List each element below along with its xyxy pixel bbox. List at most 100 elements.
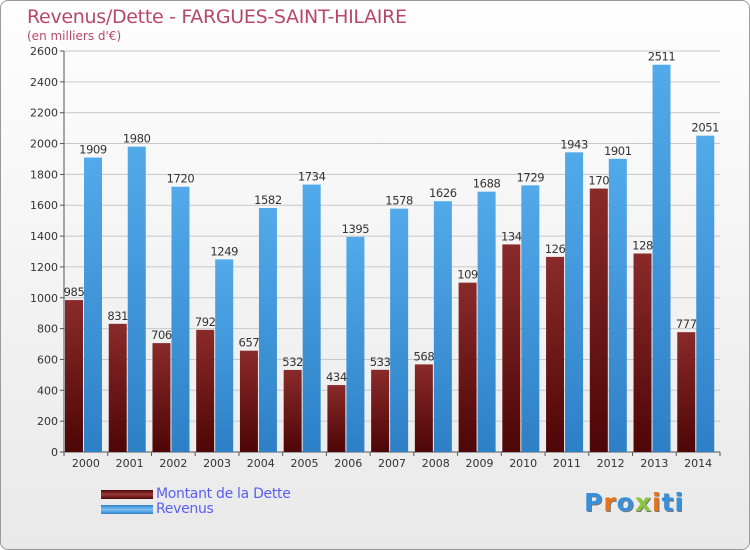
bar-dette (239, 350, 258, 452)
x-tick-label: 2000 (72, 457, 100, 470)
bar-dette-value-label: 533 (370, 355, 391, 369)
x-tick-label: 2010 (509, 457, 537, 470)
bar-dette-value-label: 985 (64, 285, 85, 299)
y-tick-label: 1600 (30, 199, 58, 212)
bar-revenus-value-label: 1582 (254, 193, 282, 207)
bar-dette (371, 369, 390, 452)
bar-revenus-value-label: 1943 (560, 137, 588, 151)
bar-revenus (696, 135, 715, 452)
bar-labels: 985 1909 831 1980 706 1720 792 1249 657 1582 532 17… (64, 50, 720, 384)
bar-dette-value-label: 532 (282, 355, 303, 369)
bar-revenus-value-label: 1980 (123, 132, 151, 146)
bar-dette-value-label: 568 (413, 349, 434, 363)
legend-label-dette: Montant de la Dette (156, 486, 291, 502)
bar-revenus-value-label: 1901 (604, 144, 632, 158)
bar-dette (152, 343, 171, 452)
bar-revenus-value-label: 1729 (516, 170, 544, 184)
bar-dette (458, 282, 477, 452)
y-tick-label: 2000 (30, 138, 58, 151)
bar-revenus-value-label: 1395 (342, 222, 370, 236)
bar-dette-value-label: 657 (239, 336, 260, 350)
bar-revenus (127, 146, 146, 452)
bar-revenus-value-label: 1626 (429, 186, 457, 200)
legend-label-revenus: Revenus (156, 501, 214, 517)
bar-dette (65, 300, 83, 452)
chart-subtitle: (en milliers d'€) (27, 29, 122, 43)
bar-revenus (390, 208, 409, 452)
bar-dette-value-label: 792 (195, 315, 216, 329)
bar-dette-value-label: 777 (676, 317, 697, 331)
bar-dette (327, 385, 346, 452)
chart-title: Revenus/Dette - FARGUES-SAINT-HILAIRE (27, 6, 407, 28)
bar-dette (633, 253, 652, 452)
bar-revenus (608, 158, 627, 452)
x-tick-label: 2009 (465, 457, 493, 470)
bar-revenus (171, 186, 190, 452)
y-tick-label: 1400 (30, 230, 58, 243)
bar-dette-value-label: 706 (151, 328, 172, 342)
bar-revenus (521, 185, 540, 452)
legend-swatch-dette (101, 490, 153, 499)
logo-letter: t (661, 488, 675, 517)
bar-revenus (84, 157, 102, 452)
bar-revenus (433, 201, 452, 452)
y-tick-label: 1800 (30, 168, 58, 181)
y-tick-label: 400 (37, 384, 58, 397)
logo-letter: x (634, 488, 652, 517)
bar-revenus (346, 236, 365, 452)
bar-dette-value-label: 170 (588, 174, 609, 188)
x-tick-label: 2002 (159, 457, 187, 470)
bar-revenus-value-label: 1909 (79, 143, 107, 157)
x-tick-label: 2012 (597, 457, 625, 470)
x-tick-label: 2014 (684, 457, 712, 470)
bar-dette (108, 323, 127, 452)
bar-revenus-value-label: 2511 (648, 50, 676, 64)
bar-revenus (477, 191, 496, 453)
x-tick-label: 2007 (378, 457, 406, 470)
bar-dette (677, 332, 696, 452)
y-tick-label: 600 (37, 353, 58, 366)
bar-dette (196, 329, 215, 452)
x-tick-label: 2013 (640, 457, 668, 470)
bar-dette-value-label: 126 (545, 242, 566, 256)
x-tick-label: 2004 (247, 457, 275, 470)
bar-revenus (215, 259, 234, 452)
bar-revenus (565, 152, 584, 452)
x-tick-label: 2003 (203, 457, 231, 470)
y-tick-label: 2400 (30, 76, 58, 89)
y-tick-label: 1200 (30, 261, 58, 274)
logo-letter: P (584, 488, 604, 517)
y-tick-label: 800 (37, 323, 58, 336)
bar-dette-value-label: 109 (457, 268, 478, 282)
bar-dette-value-label: 128 (632, 239, 653, 253)
y-tick-label: 2600 (30, 45, 58, 58)
bar-revenus-value-label: 1688 (473, 177, 501, 191)
bar-revenus (652, 64, 671, 453)
y-tick-label: 1000 (30, 292, 58, 305)
bar-dette (414, 364, 433, 452)
logo-letter: o (616, 488, 635, 517)
bar-dette (283, 369, 302, 452)
y-tick-label: 200 (37, 415, 58, 428)
logo-letter: r (603, 488, 617, 517)
x-tick-label: 2006 (334, 457, 362, 470)
x-tick-label: 2005 (291, 457, 319, 470)
x-tick-label: 2001 (116, 457, 144, 470)
x-tick-label: 2008 (422, 457, 450, 470)
bar-revenus (302, 184, 321, 452)
bar-dette (546, 256, 565, 452)
bar-dette-value-label: 134 (501, 229, 522, 243)
logo-letter: i (674, 488, 685, 517)
proxiti-logo: Proxiti (584, 488, 684, 517)
logo-letter: i (652, 488, 662, 517)
axes: 0 200 400 600 800 1000 1200 1400 1600 1800 2000 220… (30, 45, 721, 470)
bar-dette (589, 188, 608, 452)
bars (65, 64, 715, 453)
bar-dette-value-label: 434 (326, 370, 347, 384)
x-tick-label: 2011 (553, 457, 581, 470)
bar-dette-value-label: 831 (107, 309, 128, 323)
y-tick-label: 2200 (30, 107, 58, 120)
bar-revenus-value-label: 1720 (167, 172, 195, 186)
